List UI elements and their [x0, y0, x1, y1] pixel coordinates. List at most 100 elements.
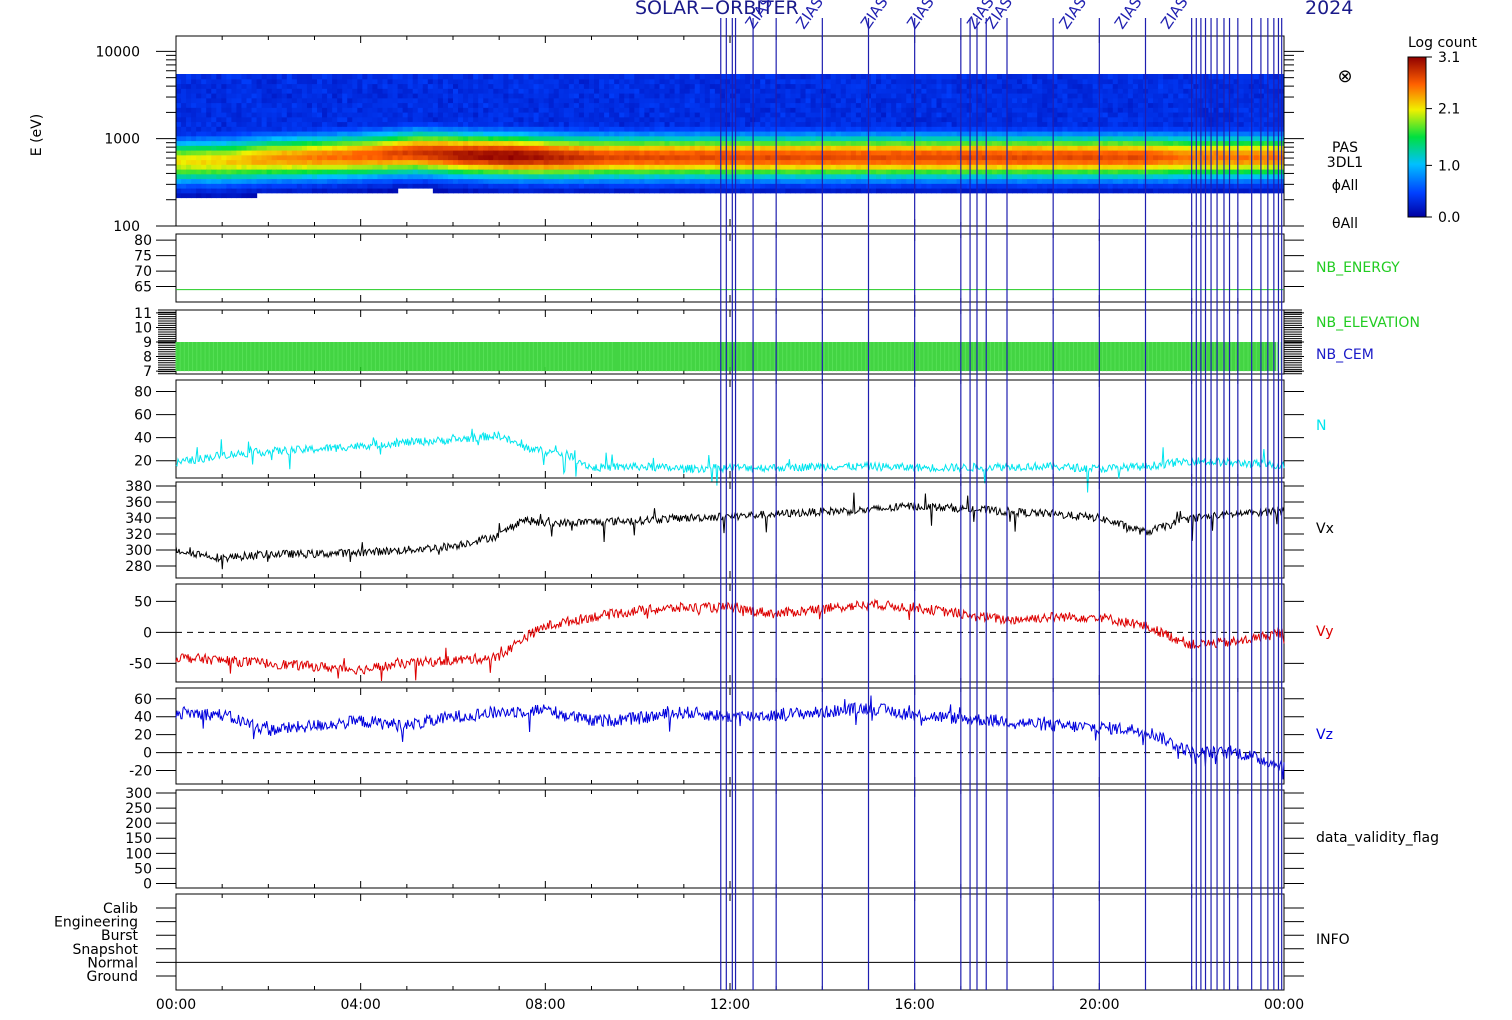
spectrogram-cell	[760, 145, 766, 151]
spectrogram-cell	[332, 183, 338, 189]
spectrogram-cell	[770, 93, 776, 99]
spectrogram-cell	[1001, 102, 1008, 108]
spectrogram-cell	[871, 178, 877, 184]
spectrogram-cell	[906, 131, 912, 137]
spectrogram-cell	[412, 150, 419, 156]
spectrogram-cell	[241, 83, 248, 89]
spectrogram-cell	[805, 102, 812, 108]
spectrogram-cell	[941, 178, 948, 184]
spectrogram-cell	[961, 121, 968, 127]
spectrogram-cell	[971, 135, 978, 142]
spectrogram-cell	[261, 112, 268, 118]
spectrogram-cell	[367, 121, 374, 127]
spectrogram-cell	[261, 131, 268, 137]
spectrogram-cell	[649, 78, 656, 85]
spectrogram-cell	[447, 78, 454, 85]
spectrogram-cell	[946, 135, 953, 142]
spectrogram-cell	[991, 145, 998, 151]
spectrogram-cell	[1042, 150, 1048, 156]
spectrogram-cell	[1168, 169, 1174, 175]
spectrogram-cell	[780, 93, 786, 99]
spectrogram-cell	[765, 135, 771, 142]
spectrogram-cell	[780, 140, 786, 146]
spectrogram-cell	[1007, 135, 1013, 142]
spectrogram-cell	[805, 88, 812, 94]
spectrogram-cell	[981, 107, 988, 113]
spectrogram-cell	[558, 154, 565, 161]
spectrogram-cell	[1112, 126, 1119, 132]
spectrogram-cell	[211, 93, 217, 99]
spectrogram-cell	[548, 135, 555, 142]
spectrogram-cell	[578, 169, 585, 175]
spectrogram-cell	[573, 159, 580, 165]
spectrogram-cell	[206, 83, 212, 89]
spectrogram-cell	[483, 178, 489, 184]
spectrogram-cell	[684, 135, 691, 142]
spectrogram-cell	[624, 135, 630, 142]
spectrogram-cell	[1137, 93, 1144, 99]
spectrogram-cell	[709, 150, 716, 156]
spectrogram-cell	[835, 121, 842, 127]
spectrogram-cell	[599, 83, 605, 89]
spectrogram-cell	[518, 78, 525, 85]
spectrogram-cell	[830, 164, 837, 170]
spectrogram-cell	[1097, 140, 1104, 146]
spectrogram-cell	[699, 169, 706, 175]
spectrogram-cell	[528, 145, 535, 151]
spectrogram-cell	[377, 83, 384, 89]
spectrogram-cell	[523, 135, 530, 142]
spectrogram-cell	[251, 78, 258, 85]
spectrogram-cell	[271, 112, 278, 118]
spectrogram-cell	[820, 97, 827, 104]
spectrogram-cell	[432, 121, 439, 127]
spectrogram-cell	[1153, 83, 1159, 89]
spectrogram-cell	[961, 154, 968, 161]
spectrogram-cell	[790, 112, 797, 118]
spectrogram-cell	[740, 154, 746, 161]
spectrogram-cell	[478, 135, 484, 142]
spectrogram-cell	[311, 140, 318, 146]
spectrogram-cell	[604, 97, 610, 104]
spectrogram-cell	[906, 121, 912, 127]
spectrogram-cell	[357, 121, 363, 127]
spectrogram-cell	[1117, 121, 1124, 127]
spectrogram-cell	[770, 74, 776, 80]
spectrogram-cell	[941, 154, 948, 161]
spectrogram-cell	[800, 93, 807, 99]
spectrogram-cell	[266, 140, 273, 146]
spectrogram-cell	[805, 131, 812, 137]
spectrogram-cell	[453, 83, 459, 89]
spectrogram-cell	[639, 78, 645, 85]
spectrogram-cell	[296, 135, 303, 142]
spectrogram-cell	[1047, 112, 1053, 118]
spectrogram-cell	[855, 126, 862, 132]
spectrogram-cell	[1052, 154, 1058, 161]
spectrogram-cell	[604, 169, 610, 175]
spectrogram-cell	[281, 102, 288, 108]
spectrogram-cell	[291, 121, 298, 127]
spectrogram-cell	[840, 74, 847, 80]
spectrogram-cell	[478, 145, 484, 151]
spectrogram-cell	[281, 164, 288, 170]
spectrogram-cell	[845, 83, 852, 89]
spectrogram-cell	[206, 183, 212, 189]
spectrogram-cell	[508, 183, 515, 189]
spectrogram-cell	[478, 150, 484, 156]
spectrogram-cell	[619, 131, 625, 137]
spectrogram-cell	[468, 145, 474, 151]
spectrogram-cell	[347, 107, 353, 113]
spectrogram-cell	[654, 126, 661, 132]
spectrogram-cell	[498, 88, 504, 94]
spectrogram-cell	[1082, 154, 1089, 161]
spectrogram-cell	[719, 107, 726, 113]
spectrogram-cell	[548, 169, 555, 175]
spectrogram-cell	[317, 97, 323, 104]
spectrogram-cell	[770, 102, 776, 108]
spectrogram-cell	[397, 116, 404, 123]
spectrogram-cell	[1007, 112, 1013, 118]
spectrogram-cell	[1173, 126, 1179, 132]
spectrogram-cell	[1137, 131, 1144, 137]
spectrogram-cell	[921, 173, 928, 180]
spectrogram-cell	[775, 93, 781, 99]
